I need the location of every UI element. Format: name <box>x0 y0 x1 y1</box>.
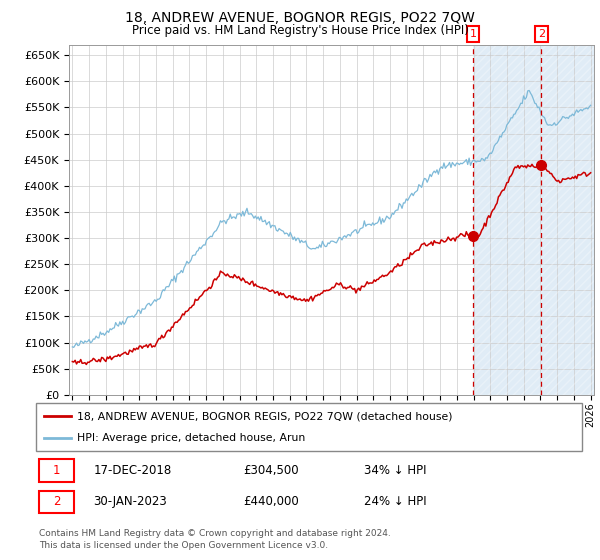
Text: 2: 2 <box>53 496 61 508</box>
Bar <box>39 491 74 513</box>
Bar <box>39 459 74 482</box>
Bar <box>473 45 599 395</box>
Text: 2: 2 <box>538 29 545 39</box>
Text: 17-DEC-2018: 17-DEC-2018 <box>94 464 172 477</box>
Text: 18, ANDREW AVENUE, BOGNOR REGIS, PO22 7QW: 18, ANDREW AVENUE, BOGNOR REGIS, PO22 7Q… <box>125 11 475 25</box>
Text: Price paid vs. HM Land Registry's House Price Index (HPI): Price paid vs. HM Land Registry's House … <box>131 24 469 36</box>
Text: Contains HM Land Registry data © Crown copyright and database right 2024.
This d: Contains HM Land Registry data © Crown c… <box>39 529 391 550</box>
Text: £304,500: £304,500 <box>244 464 299 477</box>
Text: 1: 1 <box>53 464 61 477</box>
Text: 34% ↓ HPI: 34% ↓ HPI <box>364 464 426 477</box>
Text: £440,000: £440,000 <box>244 496 299 508</box>
Text: 24% ↓ HPI: 24% ↓ HPI <box>364 496 426 508</box>
Text: 18, ANDREW AVENUE, BOGNOR REGIS, PO22 7QW (detached house): 18, ANDREW AVENUE, BOGNOR REGIS, PO22 7Q… <box>77 411 452 421</box>
Text: 30-JAN-2023: 30-JAN-2023 <box>94 496 167 508</box>
Bar <box>473 45 599 395</box>
Text: HPI: Average price, detached house, Arun: HPI: Average price, detached house, Arun <box>77 433 305 443</box>
Text: 1: 1 <box>469 29 476 39</box>
